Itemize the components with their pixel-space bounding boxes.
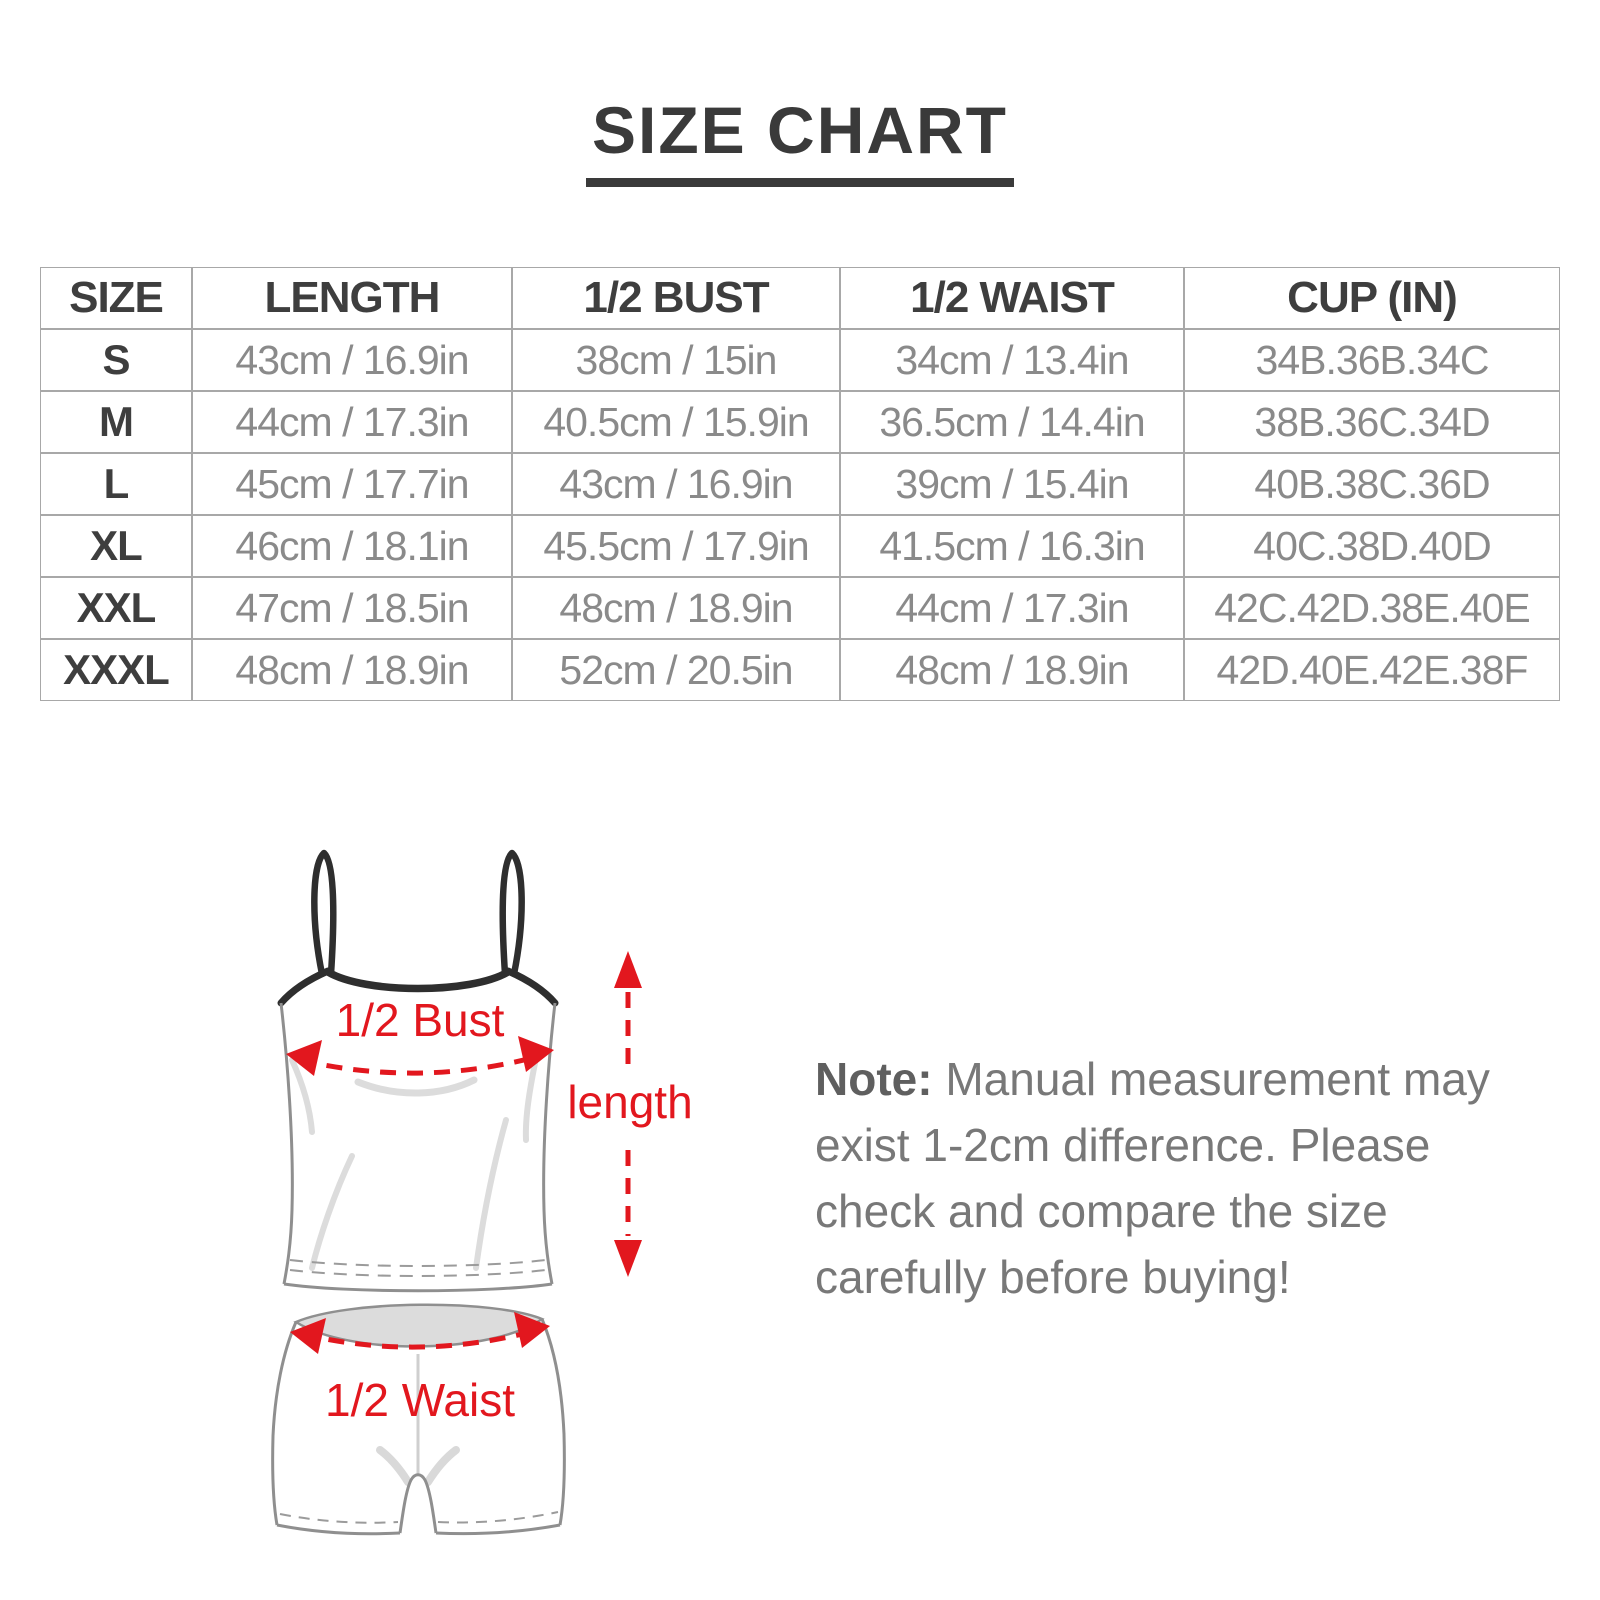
bust-cell: 38cm / 15in <box>512 329 840 391</box>
shorts-illustration <box>271 1303 566 1536</box>
bust-cell: 45.5cm / 17.9in <box>512 515 840 577</box>
header-half-waist: 1/2 WAIST <box>840 267 1184 329</box>
size-cell: XL <box>40 515 192 577</box>
cami-hem-stitch <box>289 1259 547 1267</box>
length-measure-label: length <box>567 1076 692 1128</box>
cami-side-right <box>542 1002 557 1285</box>
table-row: L 45cm / 17.7in 43cm / 16.9in 39cm / 15.4in… <box>40 453 1560 515</box>
waist-cell: 41.5cm / 16.3in <box>840 515 1184 577</box>
waist-cell: 34cm / 13.4in <box>840 329 1184 391</box>
waist-cell: 39cm / 15.4in <box>840 453 1184 515</box>
shorts-crotch-shading <box>376 1446 412 1486</box>
cami-shading <box>473 1117 509 1271</box>
header-half-bust: 1/2 BUST <box>512 267 840 329</box>
size-cell: XXL <box>40 577 192 639</box>
waist-measure-label: 1/2 Waist <box>325 1374 515 1426</box>
table-row: XXXL 48cm / 18.9in 52cm / 20.5in 48cm / 18.… <box>40 639 1560 701</box>
cami-armhole-left <box>277 967 332 1007</box>
bust-cell: 43cm / 16.9in <box>512 453 840 515</box>
cami-shading <box>522 1055 539 1143</box>
cami-shading <box>354 1076 478 1097</box>
table-row: M 44cm / 17.3in 40.5cm / 15.9in 36.5cm / 14… <box>40 391 1560 453</box>
bust-arrow-left-head <box>286 1040 322 1076</box>
cami-side-left <box>279 1002 294 1285</box>
note-line: check and compare the size <box>815 1185 1388 1237</box>
cup-cell: 40C.38D.40D <box>1184 515 1560 577</box>
measurement-diagram: 1/2 Bust length 1/2 Waist <box>271 849 693 1536</box>
length-measurement: length <box>567 951 693 1277</box>
waist-arrow-right-head <box>514 1312 550 1348</box>
shorts-hem-stitch <box>437 1511 559 1524</box>
cami-armhole-right <box>504 967 559 1007</box>
cup-cell: 38B.36C.34D <box>1184 391 1560 453</box>
length-arrow-bottom-head <box>614 1240 642 1277</box>
cami-shading <box>309 1153 355 1271</box>
table-row: S 43cm / 16.9in 38cm / 15in 34cm / 13.4in 34… <box>40 329 1560 391</box>
cami-neckline <box>324 968 512 993</box>
cup-cell: 42D.40E.42E.38F <box>1184 639 1560 701</box>
bust-measure-label: 1/2 Bust <box>336 994 505 1046</box>
shorts-crotch-notch <box>398 1473 438 1534</box>
waist-cell: 48cm / 18.9in <box>840 639 1184 701</box>
size-cell: XXXL <box>40 639 192 701</box>
size-cell: L <box>40 453 192 515</box>
waist-arrow-line <box>301 1327 539 1350</box>
note-text: Note: Manual measurement may exist 1-2cm… <box>815 1046 1490 1310</box>
header-size: SIZE <box>40 267 192 329</box>
shorts-side-right <box>540 1318 566 1526</box>
shorts-hem-left <box>276 1523 401 1536</box>
length-cell: 47cm / 18.5in <box>192 577 512 639</box>
cup-cell: 34B.36B.34C <box>1184 329 1560 391</box>
shorts-hem-stitch <box>279 1513 399 1524</box>
length-cell: 48cm / 18.9in <box>192 639 512 701</box>
shorts-side-left <box>271 1321 298 1526</box>
table-row: XL 46cm / 18.1in 45.5cm / 17.9in 41.5cm / 1… <box>40 515 1560 577</box>
waist-cell: 36.5cm / 14.4in <box>840 391 1184 453</box>
cup-cell: 42C.42D.38E.40E <box>1184 577 1560 639</box>
length-arrow-top-head <box>614 951 642 988</box>
bust-cell: 40.5cm / 15.9in <box>512 391 840 453</box>
note-line: carefully before buying! <box>815 1251 1291 1303</box>
cami-strap-left <box>311 849 337 978</box>
length-cell: 45cm / 17.7in <box>192 453 512 515</box>
size-cell: M <box>40 391 192 453</box>
shorts-hem-right <box>435 1523 561 1536</box>
bust-arrow-right-head <box>518 1036 554 1072</box>
bust-measurement: 1/2 Bust <box>286 994 554 1076</box>
cami-top-illustration <box>277 849 559 1293</box>
cami-shading <box>289 1057 315 1135</box>
note-label: Note: <box>815 1053 933 1105</box>
waist-arrow-left-head <box>290 1318 326 1354</box>
note-line-text: Manual measurement may <box>945 1053 1490 1105</box>
bust-arrow-line <box>299 1053 541 1076</box>
cami-strap-right <box>499 849 525 978</box>
header-length: LENGTH <box>192 267 512 329</box>
waist-measurement: 1/2 Waist <box>290 1312 550 1426</box>
size-cell: S <box>40 329 192 391</box>
cami-hem <box>283 1282 553 1293</box>
note-line: Note: Manual measurement may <box>815 1046 1490 1112</box>
shorts-crotch-shading <box>424 1446 460 1486</box>
note-line: exist 1-2cm difference. Please <box>815 1119 1431 1171</box>
cami-hem-stitch <box>289 1269 547 1277</box>
waist-cell: 44cm / 17.3in <box>840 577 1184 639</box>
length-cell: 44cm / 17.3in <box>192 391 512 453</box>
length-cell: 46cm / 18.1in <box>192 515 512 577</box>
title-section: SIZE CHART <box>0 0 1600 187</box>
bust-cell: 48cm / 18.9in <box>512 577 840 639</box>
length-cell: 43cm / 16.9in <box>192 329 512 391</box>
bust-cell: 52cm / 20.5in <box>512 639 840 701</box>
table-header-row: SIZE LENGTH 1/2 BUST 1/2 WAIST CUP (IN) <box>40 267 1560 329</box>
table-row: XXL 47cm / 18.5in 48cm / 18.9in 44cm / 17.3… <box>40 577 1560 639</box>
size-chart-table: SIZE LENGTH 1/2 BUST 1/2 WAIST CUP (IN) … <box>40 267 1560 701</box>
cup-cell: 40B.38C.36D <box>1184 453 1560 515</box>
header-cup: CUP (IN) <box>1184 267 1560 329</box>
page-title: SIZE CHART <box>586 92 1014 187</box>
